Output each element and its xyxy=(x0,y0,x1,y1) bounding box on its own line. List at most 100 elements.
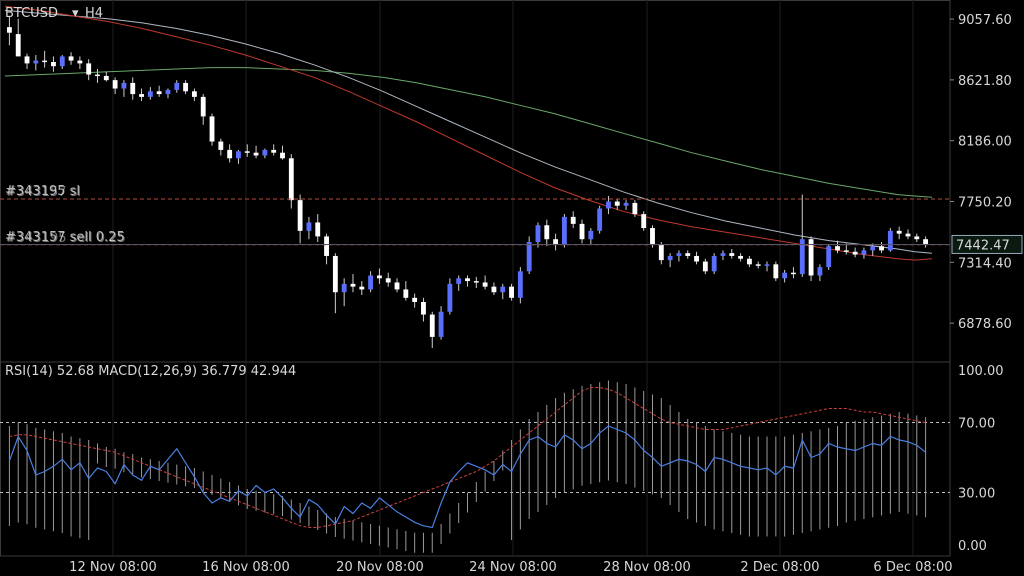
candle xyxy=(632,200,638,217)
candle xyxy=(465,275,470,287)
candle xyxy=(191,88,197,102)
candle-body xyxy=(544,225,550,240)
candle-body xyxy=(579,223,585,240)
candle xyxy=(614,198,620,210)
candle-body xyxy=(438,311,444,337)
candle-body xyxy=(879,246,884,251)
candle-body xyxy=(791,272,796,275)
candle xyxy=(236,149,241,164)
candle xyxy=(517,267,523,304)
candle-body xyxy=(183,82,189,92)
candle-body xyxy=(209,116,215,142)
candle-body xyxy=(702,261,708,272)
candle xyxy=(412,293,418,308)
candle-body xyxy=(236,151,241,159)
candle xyxy=(808,236,814,282)
candle-body xyxy=(588,230,594,240)
candle xyxy=(42,50,48,68)
order-lines[interactable]: #343195 sl#343157 sl #343157 sell 0.25#34… xyxy=(0,184,950,246)
candle-body xyxy=(905,233,911,237)
candle xyxy=(112,77,118,95)
price-tick-label: 9057.60 xyxy=(958,13,1012,28)
candle-body xyxy=(606,201,611,209)
candle-body xyxy=(280,152,285,159)
order-label-overlap[interactable]: #343195 sell 0.25 xyxy=(6,231,126,246)
candle-body xyxy=(341,283,347,293)
candle-body xyxy=(368,275,374,290)
timeframe-label[interactable]: H4 xyxy=(85,6,103,21)
candle xyxy=(702,258,708,275)
candle-body xyxy=(77,60,83,64)
candle-body xyxy=(174,82,180,90)
candle xyxy=(24,53,30,69)
candle-body xyxy=(782,272,788,279)
symbol-label[interactable]: BTCUSD xyxy=(5,6,58,21)
candle xyxy=(385,272,391,287)
time-tick-label: 6 Dec 08:00 xyxy=(873,560,952,575)
indicator-tick-label: 100.00 xyxy=(958,364,1004,379)
indicator-panel xyxy=(0,380,950,553)
candle-body xyxy=(676,253,682,256)
candle-body xyxy=(535,225,541,242)
candle-body xyxy=(632,202,638,215)
ma-fast-line xyxy=(4,5,933,261)
candle xyxy=(923,236,929,248)
candle-body xyxy=(394,282,400,290)
symbol-header[interactable]: BTCUSD ▾ H4 xyxy=(5,6,103,21)
candle xyxy=(773,261,779,282)
time-tick-label: 28 Nov 08:00 xyxy=(603,560,691,575)
candle-body xyxy=(896,230,902,234)
candle xyxy=(658,242,664,265)
chart-frame xyxy=(0,0,951,557)
candle-body xyxy=(429,314,435,337)
candle-body xyxy=(112,80,118,89)
candle-body xyxy=(861,250,867,255)
candle xyxy=(606,195,611,215)
axes: 9057.60 8621.80 8186.00 7750.20 7314.40 6878.… xyxy=(0,13,1023,575)
candle-body xyxy=(738,255,744,259)
candle xyxy=(376,268,382,284)
candle xyxy=(746,255,752,268)
candle-body xyxy=(561,216,567,245)
candle-body xyxy=(914,236,920,240)
candle xyxy=(209,113,215,146)
candle xyxy=(729,248,735,259)
time-tick-label: 2 Dec 08:00 xyxy=(740,560,819,575)
candle xyxy=(438,306,444,340)
order-label[interactable]: #343157 sell 0.25 xyxy=(5,230,125,245)
candle-body xyxy=(350,283,356,287)
order-label-overlap[interactable]: #343157 sl xyxy=(6,185,81,200)
candle-body xyxy=(6,27,12,33)
candle xyxy=(51,56,56,72)
price-tick-label: 8621.80 xyxy=(958,74,1012,89)
candle xyxy=(156,85,162,97)
candle-body xyxy=(15,34,21,57)
candle xyxy=(852,247,858,258)
price-tick-label: 6878.60 xyxy=(958,317,1012,332)
candle-body xyxy=(130,82,136,95)
candle xyxy=(561,214,567,248)
candle xyxy=(676,250,682,262)
candle-body xyxy=(139,94,144,97)
candle-body xyxy=(147,91,153,97)
candle-body xyxy=(570,216,576,224)
order-label[interactable]: #343195 sl xyxy=(5,184,80,199)
candle xyxy=(429,311,435,349)
candle xyxy=(799,194,805,277)
candle xyxy=(218,138,224,156)
indicator-tick-label: 0.00 xyxy=(958,539,987,554)
candle-body xyxy=(923,239,929,245)
symbol-dropdown-icon[interactable]: ▾ xyxy=(72,6,79,21)
candle xyxy=(755,261,761,269)
candle xyxy=(711,253,717,275)
candle-body xyxy=(870,246,876,251)
candle xyxy=(77,56,83,69)
candle xyxy=(280,145,285,160)
candle xyxy=(791,267,796,279)
candle xyxy=(553,233,559,251)
candle xyxy=(165,88,171,99)
candle-body xyxy=(324,236,329,256)
candle-body xyxy=(553,239,559,245)
candle-body xyxy=(509,286,514,298)
